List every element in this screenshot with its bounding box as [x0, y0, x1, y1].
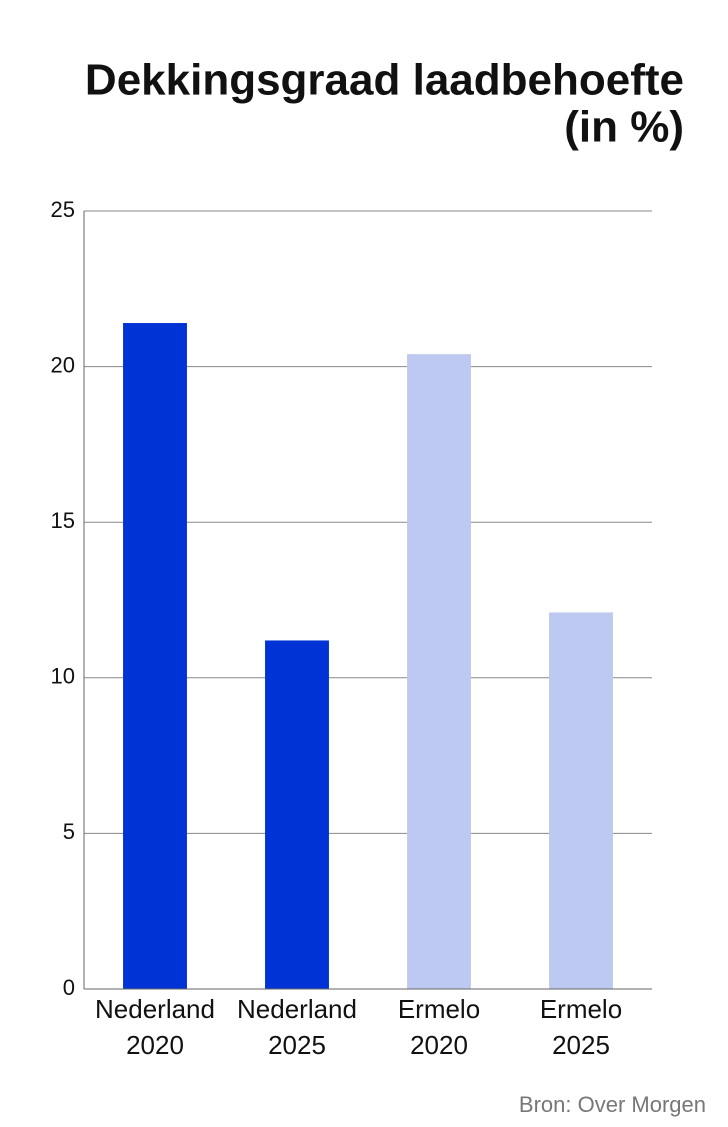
y-tick-label: 10 — [51, 664, 75, 689]
y-tick-label: 25 — [51, 197, 75, 222]
x-tick-label: 2020 — [410, 1030, 468, 1060]
y-tick-label: 20 — [51, 352, 75, 377]
chart-title: Dekkingsgraad laadbehoefte — [85, 56, 684, 105]
x-tick-label: 2025 — [552, 1030, 610, 1060]
bar — [265, 640, 329, 989]
x-tick-label: Nederland — [237, 994, 357, 1024]
y-tick-label: 5 — [63, 819, 75, 844]
y-tick-label: 0 — [63, 975, 75, 1000]
x-tick-label: Ermelo — [398, 994, 480, 1024]
x-tick-label: 2020 — [126, 1030, 184, 1060]
chart-title: (in %) — [564, 103, 684, 152]
bar — [549, 612, 613, 989]
x-tick-label: 2025 — [268, 1030, 326, 1060]
x-tick-label: Nederland — [95, 994, 215, 1024]
source: Bron: Over Morgen — [519, 1092, 706, 1117]
bar — [123, 323, 187, 990]
y-tick-label: 15 — [51, 508, 75, 533]
bar — [407, 354, 471, 990]
x-tick-label: Ermelo — [540, 994, 622, 1024]
